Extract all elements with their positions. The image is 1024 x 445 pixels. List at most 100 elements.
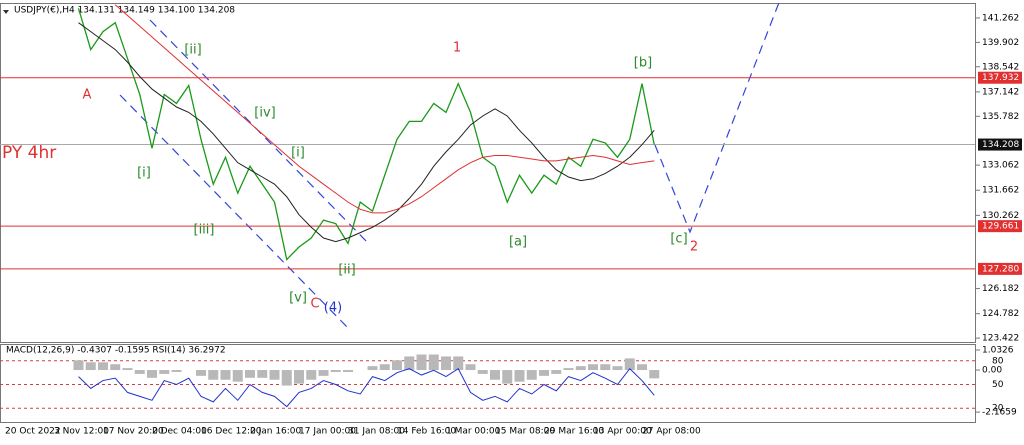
macd-bar	[502, 370, 513, 384]
macd-bar	[147, 370, 157, 378]
moving-average	[78, 22, 655, 243]
macd-bar	[232, 370, 243, 382]
wave-label: [ii]	[338, 263, 355, 278]
macd-bar	[379, 364, 390, 371]
macd-bar	[171, 370, 182, 372]
macd-bar	[245, 370, 255, 378]
macd-bar	[330, 370, 341, 372]
level-tag	[978, 262, 1022, 275]
wave-label: A	[83, 88, 92, 103]
wave-label: 1	[453, 41, 461, 56]
macd-bar	[416, 354, 427, 371]
y-tick-label: 124.782	[982, 309, 1019, 319]
level-label: 127.280	[982, 264, 1019, 274]
x-tick-label: 2 Dec 04:00	[152, 427, 207, 437]
wave-label: [a]	[509, 235, 527, 250]
macd-bar	[196, 370, 206, 376]
y-tick-label: 20	[992, 404, 1004, 414]
menu-icon	[3, 10, 9, 14]
macd-bar	[514, 370, 525, 382]
macd-bar	[649, 370, 660, 379]
macd-bar	[306, 370, 317, 380]
macd-bar	[281, 370, 292, 386]
macd-bar	[257, 370, 268, 378]
x-tick-label: 1 Mar 00:00	[446, 427, 501, 437]
wave-label: [i]	[291, 146, 305, 161]
macd-bar	[477, 370, 488, 374]
last-price-label: 134.208	[982, 140, 1019, 150]
y-tick-label: 141.262	[982, 13, 1019, 23]
macd-bar	[159, 370, 170, 374]
level-label: 137.932	[982, 73, 1019, 83]
price-pane	[0, 3, 976, 343]
macd-bar	[404, 356, 415, 371]
macd-bar	[134, 370, 145, 374]
wave-label: [iii]	[194, 223, 215, 238]
macd-bar	[318, 370, 329, 376]
macd-bar	[343, 370, 353, 372]
macd-bar	[612, 366, 623, 371]
macd-bar	[563, 368, 574, 371]
x-tick-label: 29 Mar 16:00	[544, 427, 604, 437]
macd-bar	[551, 370, 562, 374]
x-tick-label: 3 Nov 12:00	[54, 427, 109, 437]
y-tick-label: 50	[992, 380, 1004, 390]
rsi-line	[78, 367, 655, 408]
macd-bar	[269, 370, 280, 380]
wave-label: [ii]	[184, 43, 201, 58]
price-line	[77, 8, 655, 261]
x-tick-label: 31 Jan 08:00	[348, 427, 405, 437]
level-tag	[978, 71, 1022, 84]
macd-bar	[453, 356, 464, 371]
last-price-tag	[978, 138, 1022, 151]
wave-label: [v]	[289, 291, 307, 306]
macd-bar	[526, 370, 537, 380]
y-tick-label: 137.142	[982, 87, 1019, 97]
y2-tick-label: 0.00	[982, 366, 1002, 376]
macd-bar	[637, 364, 647, 371]
side-label: PY 4hr	[2, 143, 56, 163]
macd-bar	[73, 360, 84, 371]
y-tick-label: 126.182	[982, 284, 1019, 294]
macd-bar	[392, 360, 402, 371]
wave-label: [i]	[137, 166, 151, 181]
macd-bar	[294, 370, 304, 384]
wave-label: 2	[690, 240, 698, 255]
macd-bar	[98, 362, 108, 371]
level-label: 129.661	[982, 222, 1019, 232]
x-tick-label: 2 Jan 16:00	[250, 427, 302, 437]
level-tag	[978, 220, 1022, 233]
y-tick-label: 130.262	[982, 211, 1019, 221]
chart-title: USDJPY(€),H4 134.131 134.149 134.100 134…	[14, 6, 235, 16]
y-tick-label: 131.662	[982, 186, 1019, 196]
x-tick-label: 15 Mar 08:00	[495, 427, 555, 437]
indicator-pane	[0, 344, 976, 423]
indicator-title: MACD(12,26,9) -0.4307 -0.1595 RSI(14) 36…	[6, 346, 226, 356]
y-tick-label: 80	[992, 356, 1004, 366]
x-tick-label: 13 Apr 00:00	[593, 427, 652, 437]
wave-label: [b]	[634, 56, 652, 71]
macd-bar	[85, 362, 96, 371]
macd-bar	[600, 364, 611, 371]
y-tick-label: 138.542	[982, 62, 1019, 72]
x-tick-label: 20 Oct 2022	[5, 427, 61, 437]
y2-tick-label: -2.1659	[982, 408, 1017, 418]
x-tick-label: 17 Nov 20:00	[103, 427, 164, 437]
x-tick-label: 14 Feb 16:00	[397, 427, 456, 437]
macd-bar	[110, 364, 121, 371]
channel-lower	[119, 94, 351, 331]
x-tick-label: 17 Jan 00:00	[299, 427, 356, 437]
moving-average	[114, 4, 655, 214]
y-tick-label: 139.902	[982, 38, 1019, 48]
macd-bar	[624, 358, 635, 371]
macd-bar	[539, 370, 549, 376]
wave-label: C	[310, 297, 319, 312]
macd-bar	[575, 366, 586, 371]
macd-bar	[220, 370, 231, 380]
wave-label: [iv]	[254, 106, 275, 121]
macd-bar	[465, 364, 476, 371]
wave-label: [c]	[670, 232, 687, 247]
y2-tick-label: 1.0326	[982, 345, 1014, 355]
